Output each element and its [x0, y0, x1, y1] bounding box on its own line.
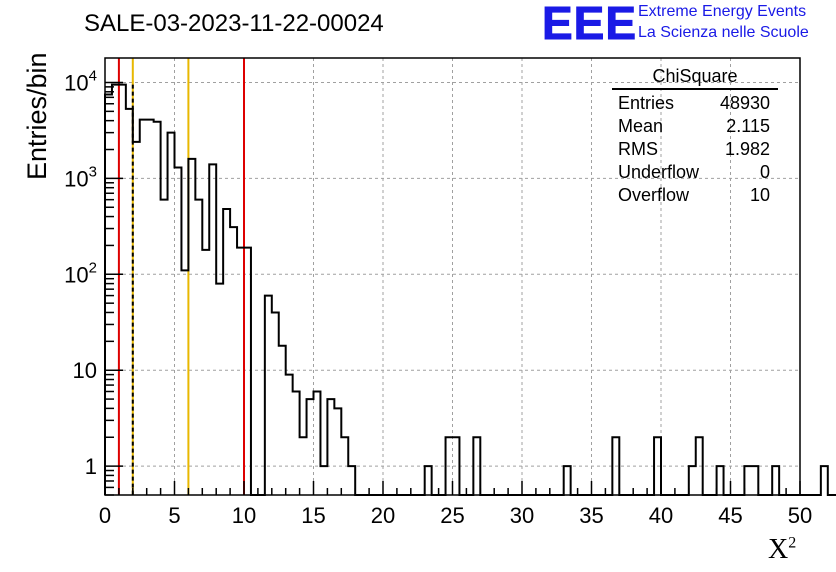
x-tick-label: 20	[371, 503, 395, 528]
org-name: Extreme Energy Events	[638, 3, 807, 20]
x-tick-label: 10	[232, 503, 256, 528]
y-tick-label: 10	[73, 358, 97, 383]
x-tick-labels: 0 5 10 15 20 25 30 35 40 45 50	[99, 503, 812, 528]
marker-lines	[117, 58, 245, 495]
y-tick-label: 103	[64, 163, 97, 191]
stats-row-overflow: Overflow 10	[618, 185, 770, 205]
x-tick-label: 15	[301, 503, 325, 528]
x-tick-label: 50	[788, 503, 812, 528]
y-tick-label: 104	[64, 67, 97, 95]
org-subtitle: La Scienza nelle Scuole	[638, 24, 809, 41]
x-tick-label: 45	[718, 503, 742, 528]
x-tick-label: 30	[510, 503, 534, 528]
x-tick-label: 25	[440, 503, 464, 528]
chart-title: SALE-03-2023-11-22-00024	[84, 10, 384, 37]
x-axis-label: X2	[768, 534, 797, 565]
stats-box-title: ChiSquare	[612, 66, 778, 90]
x-tick-label: 0	[99, 503, 111, 528]
x-tick-label: 35	[579, 503, 603, 528]
y-tick-labels: 1 10 102 103 104	[64, 67, 97, 479]
eee-logo: EEE	[541, 0, 638, 49]
stats-row-mean: Mean 2.115	[618, 116, 770, 136]
y-axis-label: Entries/bin	[22, 52, 52, 180]
x-tick-label: 5	[168, 503, 180, 528]
y-tick-label: 102	[64, 259, 97, 287]
y-tick-label: 1	[85, 454, 97, 479]
stats-row-entries: Entries 48930	[618, 93, 770, 113]
stats-row-rms: RMS 1.982	[618, 139, 770, 159]
x-tick-label: 40	[649, 503, 673, 528]
stats-box: ChiSquare Entries 48930 Mean 2.115 RMS 1.98…	[612, 66, 778, 207]
stats-row-underflow: Underflow 0	[618, 162, 770, 182]
axis-ticks	[104, 81, 801, 496]
